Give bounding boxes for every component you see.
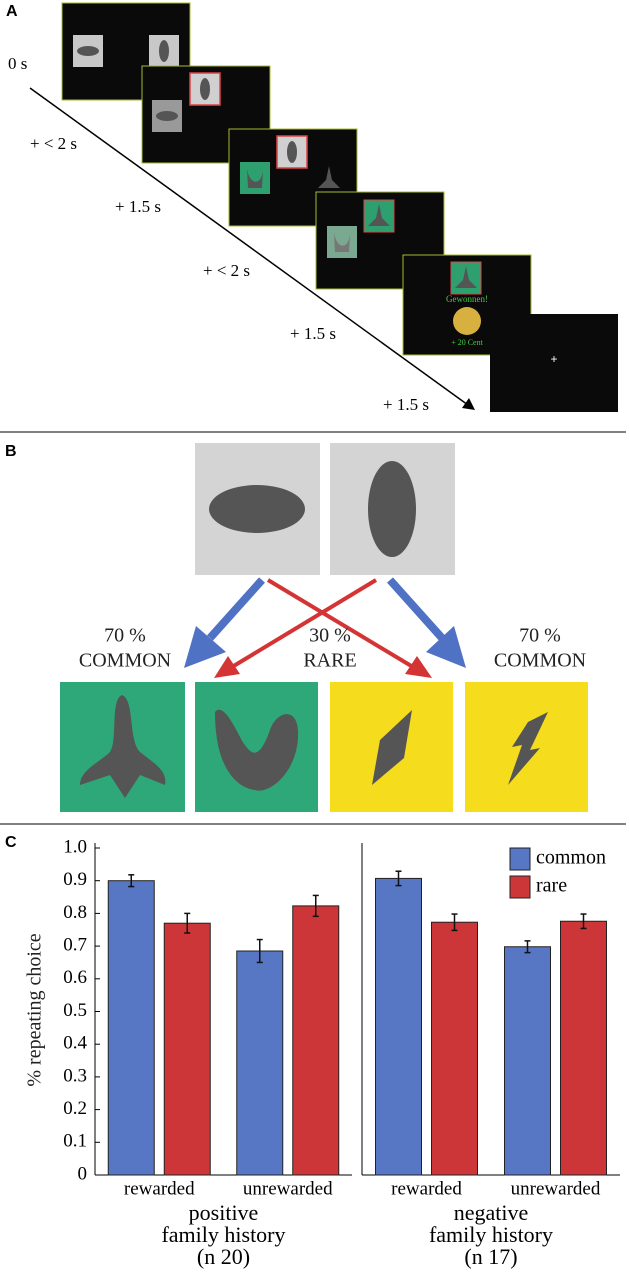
legend-label: rare <box>536 875 567 897</box>
y-tick-label: 0.6 <box>63 967 87 988</box>
y-tick-label: 0.2 <box>63 1098 87 1119</box>
y-tick-label: 0.1 <box>63 1131 87 1152</box>
kind-label: COMMON <box>79 650 171 672</box>
shape <box>77 46 99 56</box>
arrowhead <box>184 626 226 668</box>
timeline <box>29 87 469 406</box>
timeline-arrowhead <box>462 398 475 410</box>
shape <box>318 166 340 188</box>
arrow-rare <box>266 578 415 669</box>
bar <box>375 877 422 1176</box>
transition-arrows <box>184 577 466 678</box>
fixation-cross: + <box>550 352 557 366</box>
kind-label: COMMON <box>494 650 586 672</box>
panel-label: A <box>6 3 18 20</box>
arrowhead <box>405 656 432 678</box>
panel-label: B <box>5 443 17 460</box>
win-text: Gewonnen! <box>446 294 488 304</box>
y-tick-label: 0 <box>78 1163 88 1184</box>
x-axis-title: (n 17) <box>464 1244 517 1269</box>
amount-text: + 20 Cent <box>451 338 483 347</box>
shape <box>80 695 166 798</box>
shape <box>455 266 477 288</box>
arrowhead <box>214 656 240 678</box>
arrow-rare <box>230 578 378 669</box>
time-label: + < 2 s <box>203 261 250 280</box>
y-axis-title: % repeating choice <box>24 933 46 1086</box>
shape <box>334 233 350 252</box>
arrow-common <box>387 577 445 641</box>
legend-swatch <box>509 847 531 871</box>
stimulus <box>240 162 270 194</box>
x-axis-title: (n 20) <box>197 1244 250 1269</box>
y-tick-label: 0.9 <box>63 869 87 890</box>
arrow-common <box>207 577 265 641</box>
kind-label: RARE <box>303 650 356 672</box>
prob-label: 70 % <box>519 625 561 647</box>
x-tick-label: rewarded <box>391 1178 462 1199</box>
bar <box>292 905 340 1176</box>
bar <box>504 946 551 1176</box>
screens: Gewonnen! + 20 Cent + <box>61 2 618 412</box>
x-tick-label: rewarded <box>124 1178 195 1199</box>
time-label: + 1.5 s <box>383 395 429 414</box>
shape <box>159 40 169 62</box>
y-tick-label: 1.0 <box>63 836 87 857</box>
time-label: + < 2 s <box>30 134 77 153</box>
bar <box>560 920 607 1176</box>
shape <box>508 712 548 785</box>
arrowhead <box>426 626 466 668</box>
time-label: + 1.5 s <box>115 197 161 216</box>
shape <box>368 461 416 557</box>
time-label: 0 s <box>8 54 27 73</box>
x-axis-title: negative <box>454 1200 529 1225</box>
panel-label: C <box>5 834 17 851</box>
bar <box>431 921 478 1176</box>
x-axis-title: family history <box>429 1222 553 1247</box>
shape <box>372 710 412 785</box>
x-tick-label: unrewarded <box>243 1178 333 1199</box>
bar <box>163 922 211 1176</box>
bar <box>236 950 284 1176</box>
y-tick-label: 0.5 <box>63 1000 87 1021</box>
shape <box>200 78 210 100</box>
stimulus <box>327 226 357 258</box>
stimulus <box>195 682 318 812</box>
x-axis-title: positive <box>189 1200 259 1225</box>
shape <box>156 111 178 121</box>
legend-label: common <box>536 847 606 869</box>
shape <box>215 709 299 791</box>
shape <box>247 169 263 188</box>
y-tick-label: 0.7 <box>63 934 87 955</box>
shape <box>287 141 297 163</box>
prob-label: 30 % <box>309 625 351 647</box>
x-tick-label: unrewarded <box>511 1178 601 1199</box>
time-label: + 1.5 s <box>290 324 336 343</box>
bar <box>107 880 155 1176</box>
y-tick-label: 0.3 <box>63 1065 87 1086</box>
y-tick-label: 0.4 <box>63 1033 87 1054</box>
legend-swatch <box>509 875 531 899</box>
screen <box>490 314 618 412</box>
shape <box>368 204 390 226</box>
y-tick-label: 0.8 <box>63 902 87 923</box>
prob-label: 70 % <box>104 625 146 647</box>
coin <box>453 307 481 335</box>
x-axis-title: family history <box>161 1222 285 1247</box>
shape <box>209 485 305 533</box>
